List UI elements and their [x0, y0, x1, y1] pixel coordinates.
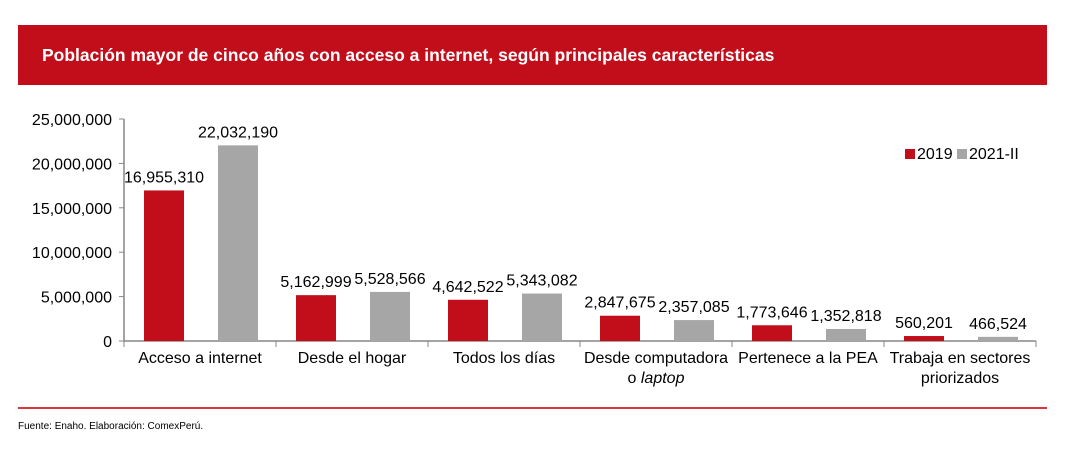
legend-label: 2021-II: [969, 146, 1019, 163]
bar-2019: [904, 336, 944, 341]
data-label: 1,352,818: [810, 308, 881, 325]
x-category-label: Acceso a internet: [138, 350, 262, 367]
legend-label: 2019: [917, 146, 953, 163]
bar-2021-II: [370, 291, 410, 341]
chart-title: Población mayor de cinco años con acceso…: [42, 45, 775, 65]
bar-2019: [296, 295, 336, 341]
bar-2019: [600, 315, 640, 341]
data-label: 22,032,190: [198, 124, 278, 141]
x-category-label: o laptop: [628, 370, 685, 387]
x-category-label: Desde computadora: [584, 350, 728, 367]
bar-2021-II: [522, 293, 562, 341]
x-category-label: Desde el hogar: [298, 350, 407, 367]
data-label: 4,642,522: [432, 279, 503, 296]
legend-swatch-2021-II: [957, 149, 967, 159]
data-label: 466,524: [969, 316, 1027, 333]
bar-2021-II: [978, 336, 1018, 341]
y-tick-label: 5,000,000: [41, 290, 112, 307]
data-label: 5,162,999: [280, 274, 351, 291]
data-label: 5,343,082: [506, 273, 577, 290]
bar-2021-II: [218, 145, 258, 341]
bar-2019: [752, 325, 792, 341]
title-banner: Población mayor de cinco años con acceso…: [18, 25, 1047, 85]
data-label: 1,773,646: [736, 304, 807, 321]
bar-2021-II: [826, 328, 866, 341]
x-category-label: Pertenece a la PEA: [738, 350, 878, 367]
bar-2021-II: [674, 320, 714, 341]
data-label: 560,201: [895, 315, 953, 332]
divider: [18, 407, 1047, 409]
x-category-label: Trabaja en sectores: [890, 350, 1031, 367]
x-category-label: priorizados: [921, 370, 999, 387]
y-tick-label: 0: [103, 334, 112, 351]
source-note: Fuente: Enaho. Elaboración: ComexPerú.: [18, 421, 204, 432]
y-tick-label: 20,000,000: [32, 156, 112, 173]
bar-2019: [448, 299, 488, 341]
data-label: 2,847,675: [584, 295, 655, 312]
data-label: 16,955,310: [124, 169, 204, 186]
data-label: 2,357,085: [658, 299, 729, 316]
y-tick-label: 25,000,000: [32, 112, 112, 129]
y-tick-label: 10,000,000: [32, 245, 112, 262]
bar-2019: [144, 190, 184, 341]
y-tick-label: 15,000,000: [32, 201, 112, 218]
data-label: 5,528,566: [354, 271, 425, 288]
legend-swatch-2019: [905, 149, 915, 159]
x-category-label: Todos los días: [453, 350, 555, 367]
